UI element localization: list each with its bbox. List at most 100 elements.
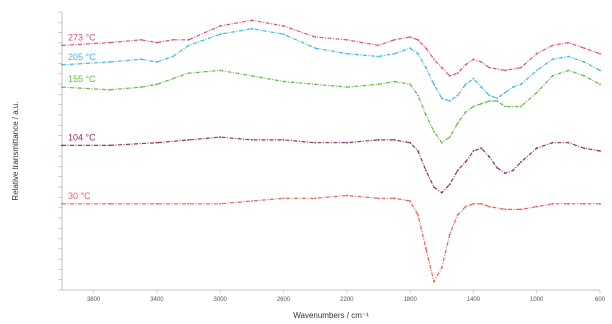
data-point [599, 150, 601, 152]
data-point [599, 83, 601, 86]
data-point [108, 144, 111, 147]
data-point [433, 280, 435, 283]
data-point [219, 33, 222, 36]
data-point [496, 166, 498, 169]
data-point [417, 52, 419, 55]
data-point [551, 141, 554, 144]
data-point [440, 191, 443, 194]
data-point [440, 266, 443, 269]
data-point [282, 139, 285, 141]
data-point [425, 47, 427, 49]
data-point [171, 77, 174, 80]
data-point [551, 202, 554, 205]
data-point [535, 147, 538, 150]
data-point [156, 83, 158, 86]
data-point [583, 75, 586, 77]
data-point [140, 86, 143, 88]
data-point [393, 52, 396, 55]
data-point [504, 172, 506, 175]
data-point [219, 25, 222, 27]
data-point [583, 61, 586, 63]
data-point [535, 205, 538, 208]
data-point [377, 55, 380, 58]
data-point [472, 105, 475, 108]
data-point [219, 69, 222, 72]
data-point [464, 161, 467, 164]
data-point [488, 66, 491, 69]
series-layer [61, 19, 601, 283]
data-point [314, 197, 317, 200]
data-point [345, 52, 348, 55]
data-point [448, 100, 451, 102]
data-point [425, 114, 427, 116]
data-point [535, 91, 538, 94]
series-label-2: 155 °C [68, 74, 96, 84]
data-point [425, 169, 427, 172]
data-point [393, 197, 396, 200]
data-point [282, 25, 285, 27]
data-point [314, 83, 317, 86]
data-point [417, 94, 419, 97]
data-point [456, 122, 459, 125]
data-point [472, 202, 475, 205]
data-point [440, 66, 443, 69]
data-point [520, 66, 522, 69]
data-point [409, 47, 411, 49]
data-point [480, 147, 483, 150]
data-point [599, 52, 601, 55]
data-point [187, 38, 190, 41]
data-point [456, 169, 459, 172]
data-point [377, 83, 380, 86]
data-point [187, 139, 190, 141]
data-point [314, 36, 317, 38]
series-line-2 [61, 69, 601, 144]
data-point [251, 19, 253, 22]
data-point [488, 100, 491, 102]
data-point [156, 202, 158, 205]
data-point [61, 44, 63, 47]
data-point [456, 214, 459, 216]
data-point [496, 100, 498, 102]
data-point [251, 139, 253, 141]
data-point [282, 33, 285, 36]
data-point [599, 69, 601, 72]
data-point [345, 194, 348, 197]
data-point [456, 72, 459, 75]
x-tick-label: 3400 [150, 297, 164, 303]
data-point [171, 38, 174, 41]
x-tick-label: 3800 [87, 297, 101, 303]
data-point [61, 202, 63, 205]
y-axis-title: Relative transmittance / a.u. [11, 101, 20, 200]
data-point [567, 202, 570, 205]
data-point [583, 47, 586, 49]
data-point [567, 141, 570, 144]
plot-area [61, 12, 600, 291]
data-point [464, 205, 467, 208]
data-point [512, 169, 514, 172]
x-tick-label: 2200 [340, 297, 354, 303]
data-point [480, 202, 483, 205]
data-point [480, 102, 483, 105]
x-axis-title: Wavenumbers / cm⁻¹ [293, 311, 369, 320]
data-point [156, 141, 158, 144]
data-point [567, 55, 570, 58]
data-point [425, 247, 427, 250]
data-point [520, 161, 522, 164]
data-point [425, 66, 427, 69]
x-tick-label: 3000 [214, 297, 228, 303]
data-point [140, 58, 143, 61]
series-line-0 [61, 19, 601, 77]
series-labels: 273 °C 205 °C 155 °C 104 °C 30 °C [68, 32, 96, 200]
data-point [464, 63, 467, 66]
series-label-1: 205 °C [68, 52, 96, 62]
data-point [583, 202, 586, 205]
data-point [464, 111, 467, 113]
series-label-0: 273 °C [68, 32, 96, 42]
data-point [551, 58, 554, 61]
data-point [409, 83, 411, 86]
data-point [377, 44, 380, 47]
data-point [108, 202, 111, 205]
series-line-3 [62, 136, 601, 194]
data-point [448, 233, 451, 236]
